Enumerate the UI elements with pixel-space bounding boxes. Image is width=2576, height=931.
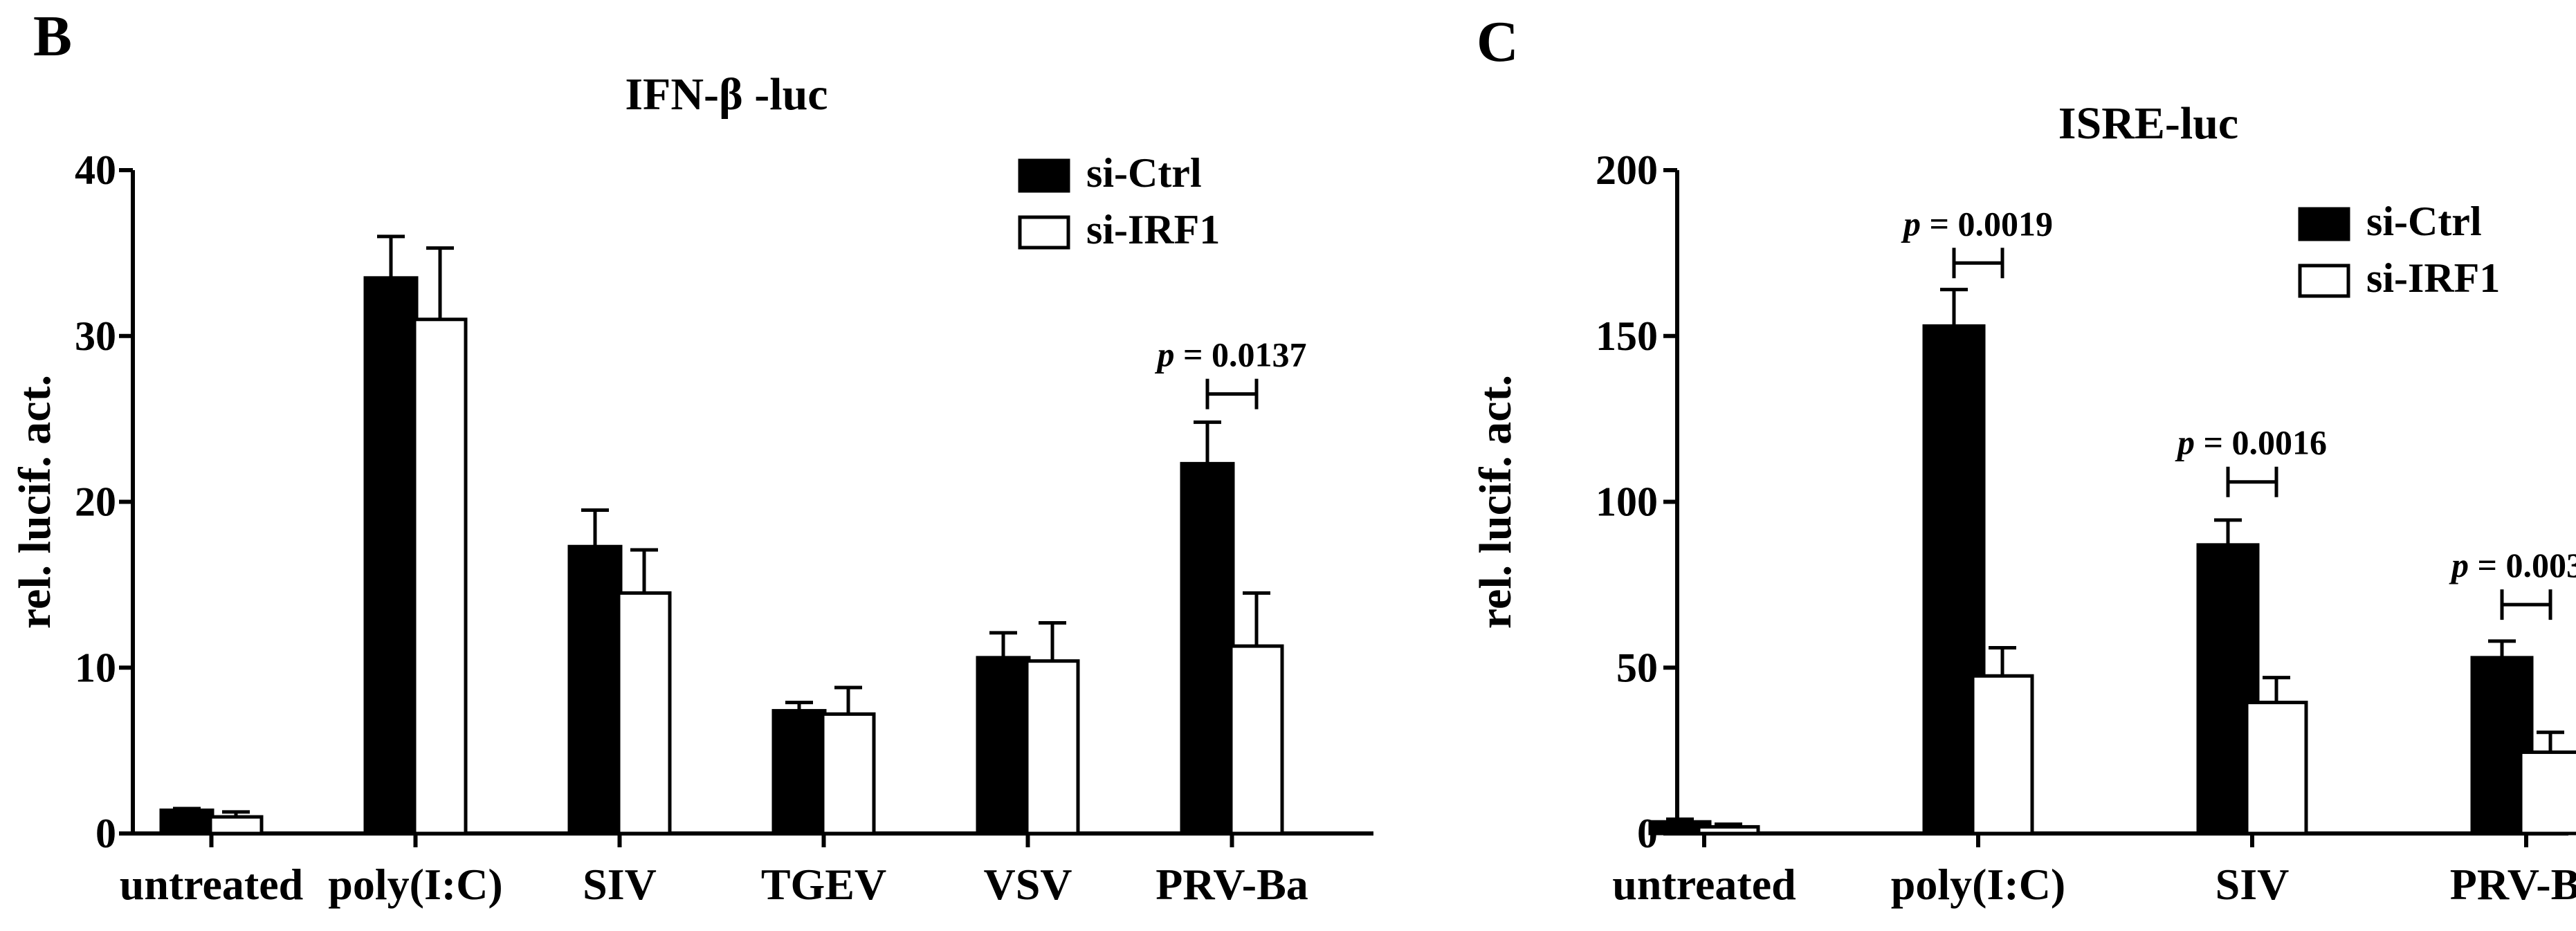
legend-swatch-1 <box>1018 215 1070 250</box>
x-tick-label-1: poly(I:C) <box>328 860 502 909</box>
x-tick-label-0: untreated <box>120 860 303 909</box>
legend: si-Ctrl si-IRF1 <box>1018 150 1220 252</box>
p-value-text: = 0.0019 <box>1921 204 2053 243</box>
legend-label-1: si-IRF1 <box>1086 207 1220 252</box>
y-tick-label: 10 <box>75 645 116 690</box>
significance-annotation-2: p = 0.0036 <box>2449 546 2576 620</box>
bar-si-irf1-3 <box>821 712 876 836</box>
significance-annotation-1: p = 0.0016 <box>2175 423 2327 497</box>
bar-si-ctrl-0 <box>159 808 214 836</box>
x-tick-label-3: PRV-Ba <box>2450 860 2576 909</box>
bar-si-ctrl-2 <box>567 544 623 836</box>
p-value-text: = 0.0036 <box>2469 546 2576 584</box>
p-value-label: p = 0.0036 <box>2449 546 2576 584</box>
legend-label-0: si-Ctrl <box>2366 199 2482 244</box>
bar-si-ctrl-5 <box>1180 461 1235 836</box>
x-tick-label-4: VSV <box>983 860 1072 909</box>
bar-si-irf1-1 <box>1971 674 2034 836</box>
bar-si-irf1-5 <box>1229 644 1284 836</box>
chart-panel-b: B IFN-β -luc rel. lucif. act. 0 10 20 30 40 untr… <box>10 4 1373 909</box>
p-value-label: p = 0.0019 <box>1901 204 2053 243</box>
y-tick-label: 30 <box>75 313 116 359</box>
bar-si-irf1-2 <box>616 591 672 836</box>
y-tick-label: 150 <box>1596 313 1658 359</box>
p-symbol: p <box>1155 335 1175 374</box>
x-tick-label-3: TGEV <box>761 860 886 909</box>
x-tick-label-2: SIV <box>2216 860 2290 909</box>
legend-label-0: si-Ctrl <box>1086 150 1202 196</box>
significance-annotation-0: p = 0.0019 <box>1901 204 2053 279</box>
bar-si-ctrl-3 <box>771 709 827 836</box>
chart-title: IFN-β -luc <box>625 69 828 120</box>
panel-letter: B <box>33 4 72 68</box>
p-symbol: p <box>2449 546 2469 584</box>
bar-si-ctrl-1 <box>363 276 419 836</box>
bar-si-irf1-0 <box>208 815 264 836</box>
bar-si-irf1-2 <box>2245 701 2308 836</box>
y-tick-label: 200 <box>1596 147 1658 193</box>
y-tick-label: 40 <box>75 147 116 193</box>
y-axis-label: rel. lucif. act. <box>10 375 60 629</box>
p-value-text: = 0.0137 <box>1175 335 1307 374</box>
legend: si-Ctrl si-IRF1 <box>2298 199 2500 301</box>
p-symbol: p <box>2175 423 2195 462</box>
bar-si-irf1-3 <box>2519 750 2576 836</box>
x-tick-label-1: poly(I:C) <box>1891 860 2065 909</box>
x-tick-label-5: PRV-Ba <box>1155 860 1308 909</box>
bar-si-irf1-0 <box>1697 824 1760 836</box>
p-value-text: = 0.0016 <box>2195 423 2327 462</box>
y-tick-label: 0 <box>95 811 116 856</box>
y-tick-label: 20 <box>75 479 116 525</box>
p-value-label: p = 0.0016 <box>2175 423 2327 462</box>
bar-si-irf1-1 <box>412 317 468 836</box>
y-tick-label: 100 <box>1596 479 1658 525</box>
y-axis-label: rel. lucif. act. <box>1470 375 1521 629</box>
bar-si-irf1-4 <box>1025 659 1080 836</box>
legend-swatch-1 <box>2298 264 2350 298</box>
bar-si-ctrl-4 <box>976 656 1031 836</box>
legend-swatch-0 <box>1018 158 1070 193</box>
p-value-label: p = 0.0137 <box>1155 335 1307 374</box>
p-symbol: p <box>1901 204 1921 243</box>
legend-label-1: si-IRF1 <box>2366 255 2500 301</box>
x-tick-label-2: SIV <box>583 860 657 909</box>
legend-swatch-0 <box>2298 207 2350 241</box>
chart-title: ISRE-luc <box>2058 98 2238 149</box>
panel-letter: C <box>1477 10 1519 74</box>
x-tick-label-0: untreated <box>1612 860 1796 909</box>
y-tick-label: 50 <box>1616 645 1658 690</box>
significance-annotation-0: p = 0.0137 <box>1155 335 1307 409</box>
